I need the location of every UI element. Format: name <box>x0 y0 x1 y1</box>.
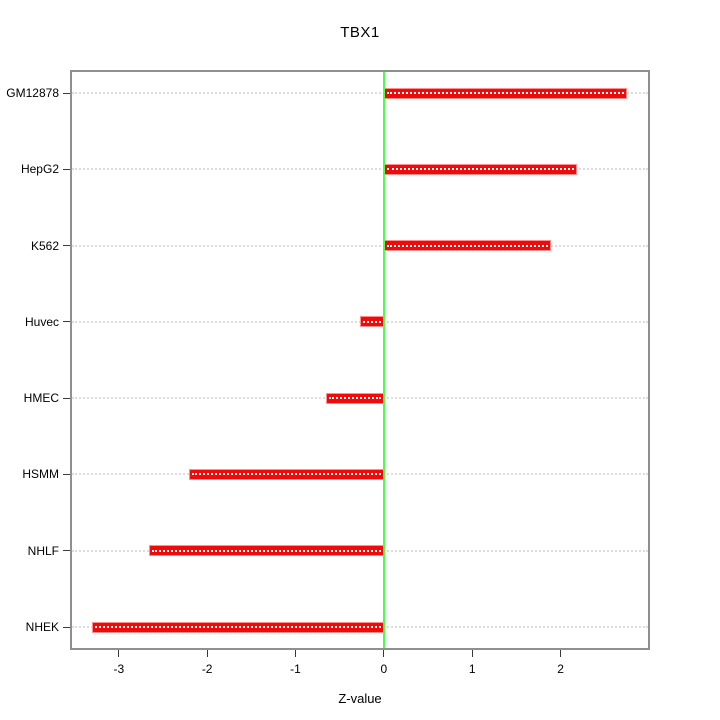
y-tick-label-nhek: NHEK <box>25 620 59 634</box>
x-axis-tick <box>560 650 562 657</box>
x-tick-label: 0 <box>380 662 388 676</box>
x-axis-tick <box>295 650 296 657</box>
bar-huvec <box>360 316 384 328</box>
bar-dot-pattern <box>192 473 381 476</box>
bar-dot-pattern <box>386 92 624 94</box>
gridline <box>72 168 648 171</box>
y-tick-label-huvec: Huvec <box>24 314 59 329</box>
y-axis-tick <box>63 550 70 552</box>
bar-dot-pattern <box>95 626 381 628</box>
plot-area: GM12878 HepG2 K562 Huvec HMEC HSMM NHLF NHEK -3 -… <box>6 70 650 676</box>
y-axis-tick <box>63 626 70 628</box>
x-axis-tick <box>206 650 208 657</box>
bar-dot-pattern <box>151 549 381 552</box>
x-tick-label: -3 <box>113 662 125 676</box>
zero-reference-line <box>382 72 385 648</box>
x-tick-label: 2 <box>557 662 564 676</box>
bar-hsmm <box>189 468 384 480</box>
x-tick-label: -1 <box>290 662 301 676</box>
x-tick-label: 1 <box>468 662 476 676</box>
bar-k562 <box>383 240 551 252</box>
bar-hepg2 <box>383 163 578 175</box>
y-axis-tick <box>63 245 70 247</box>
y-tick-label-hmec: HMEC <box>23 391 59 406</box>
chart-title: TBX1 <box>340 24 380 41</box>
y-tick-label-k562: K562 <box>30 238 59 253</box>
x-tick-label: -2 <box>201 662 213 676</box>
bar-dot-pattern <box>386 168 575 171</box>
y-axis-tick <box>63 321 70 323</box>
bar-hmec <box>326 392 384 404</box>
y-axis-tick <box>63 397 70 399</box>
y-tick-label-gm12878: GM12878 <box>6 86 59 100</box>
x-axis-tick <box>118 650 120 657</box>
x-axis-title: Z-value <box>338 691 382 706</box>
x-axis-tick <box>383 650 385 657</box>
gridline <box>72 244 648 247</box>
y-axis-tick <box>63 168 70 170</box>
bar-dot-pattern <box>363 320 381 323</box>
y-tick-label-nhlf: NHLF <box>27 543 59 558</box>
bar-dot-pattern <box>329 397 381 400</box>
bar-nhek <box>92 621 384 633</box>
y-axis-tick <box>63 92 70 94</box>
x-axis-tick <box>471 650 473 657</box>
bar-dot-pattern <box>386 244 548 247</box>
y-tick-label-hsmm: HSMM <box>22 467 59 482</box>
gridline <box>72 92 648 94</box>
y-tick-label-hepg2: HepG2 <box>20 162 59 177</box>
bar-nhlf <box>148 545 384 557</box>
bar-gm12878 <box>383 87 627 99</box>
y-axis-tick <box>63 473 70 475</box>
